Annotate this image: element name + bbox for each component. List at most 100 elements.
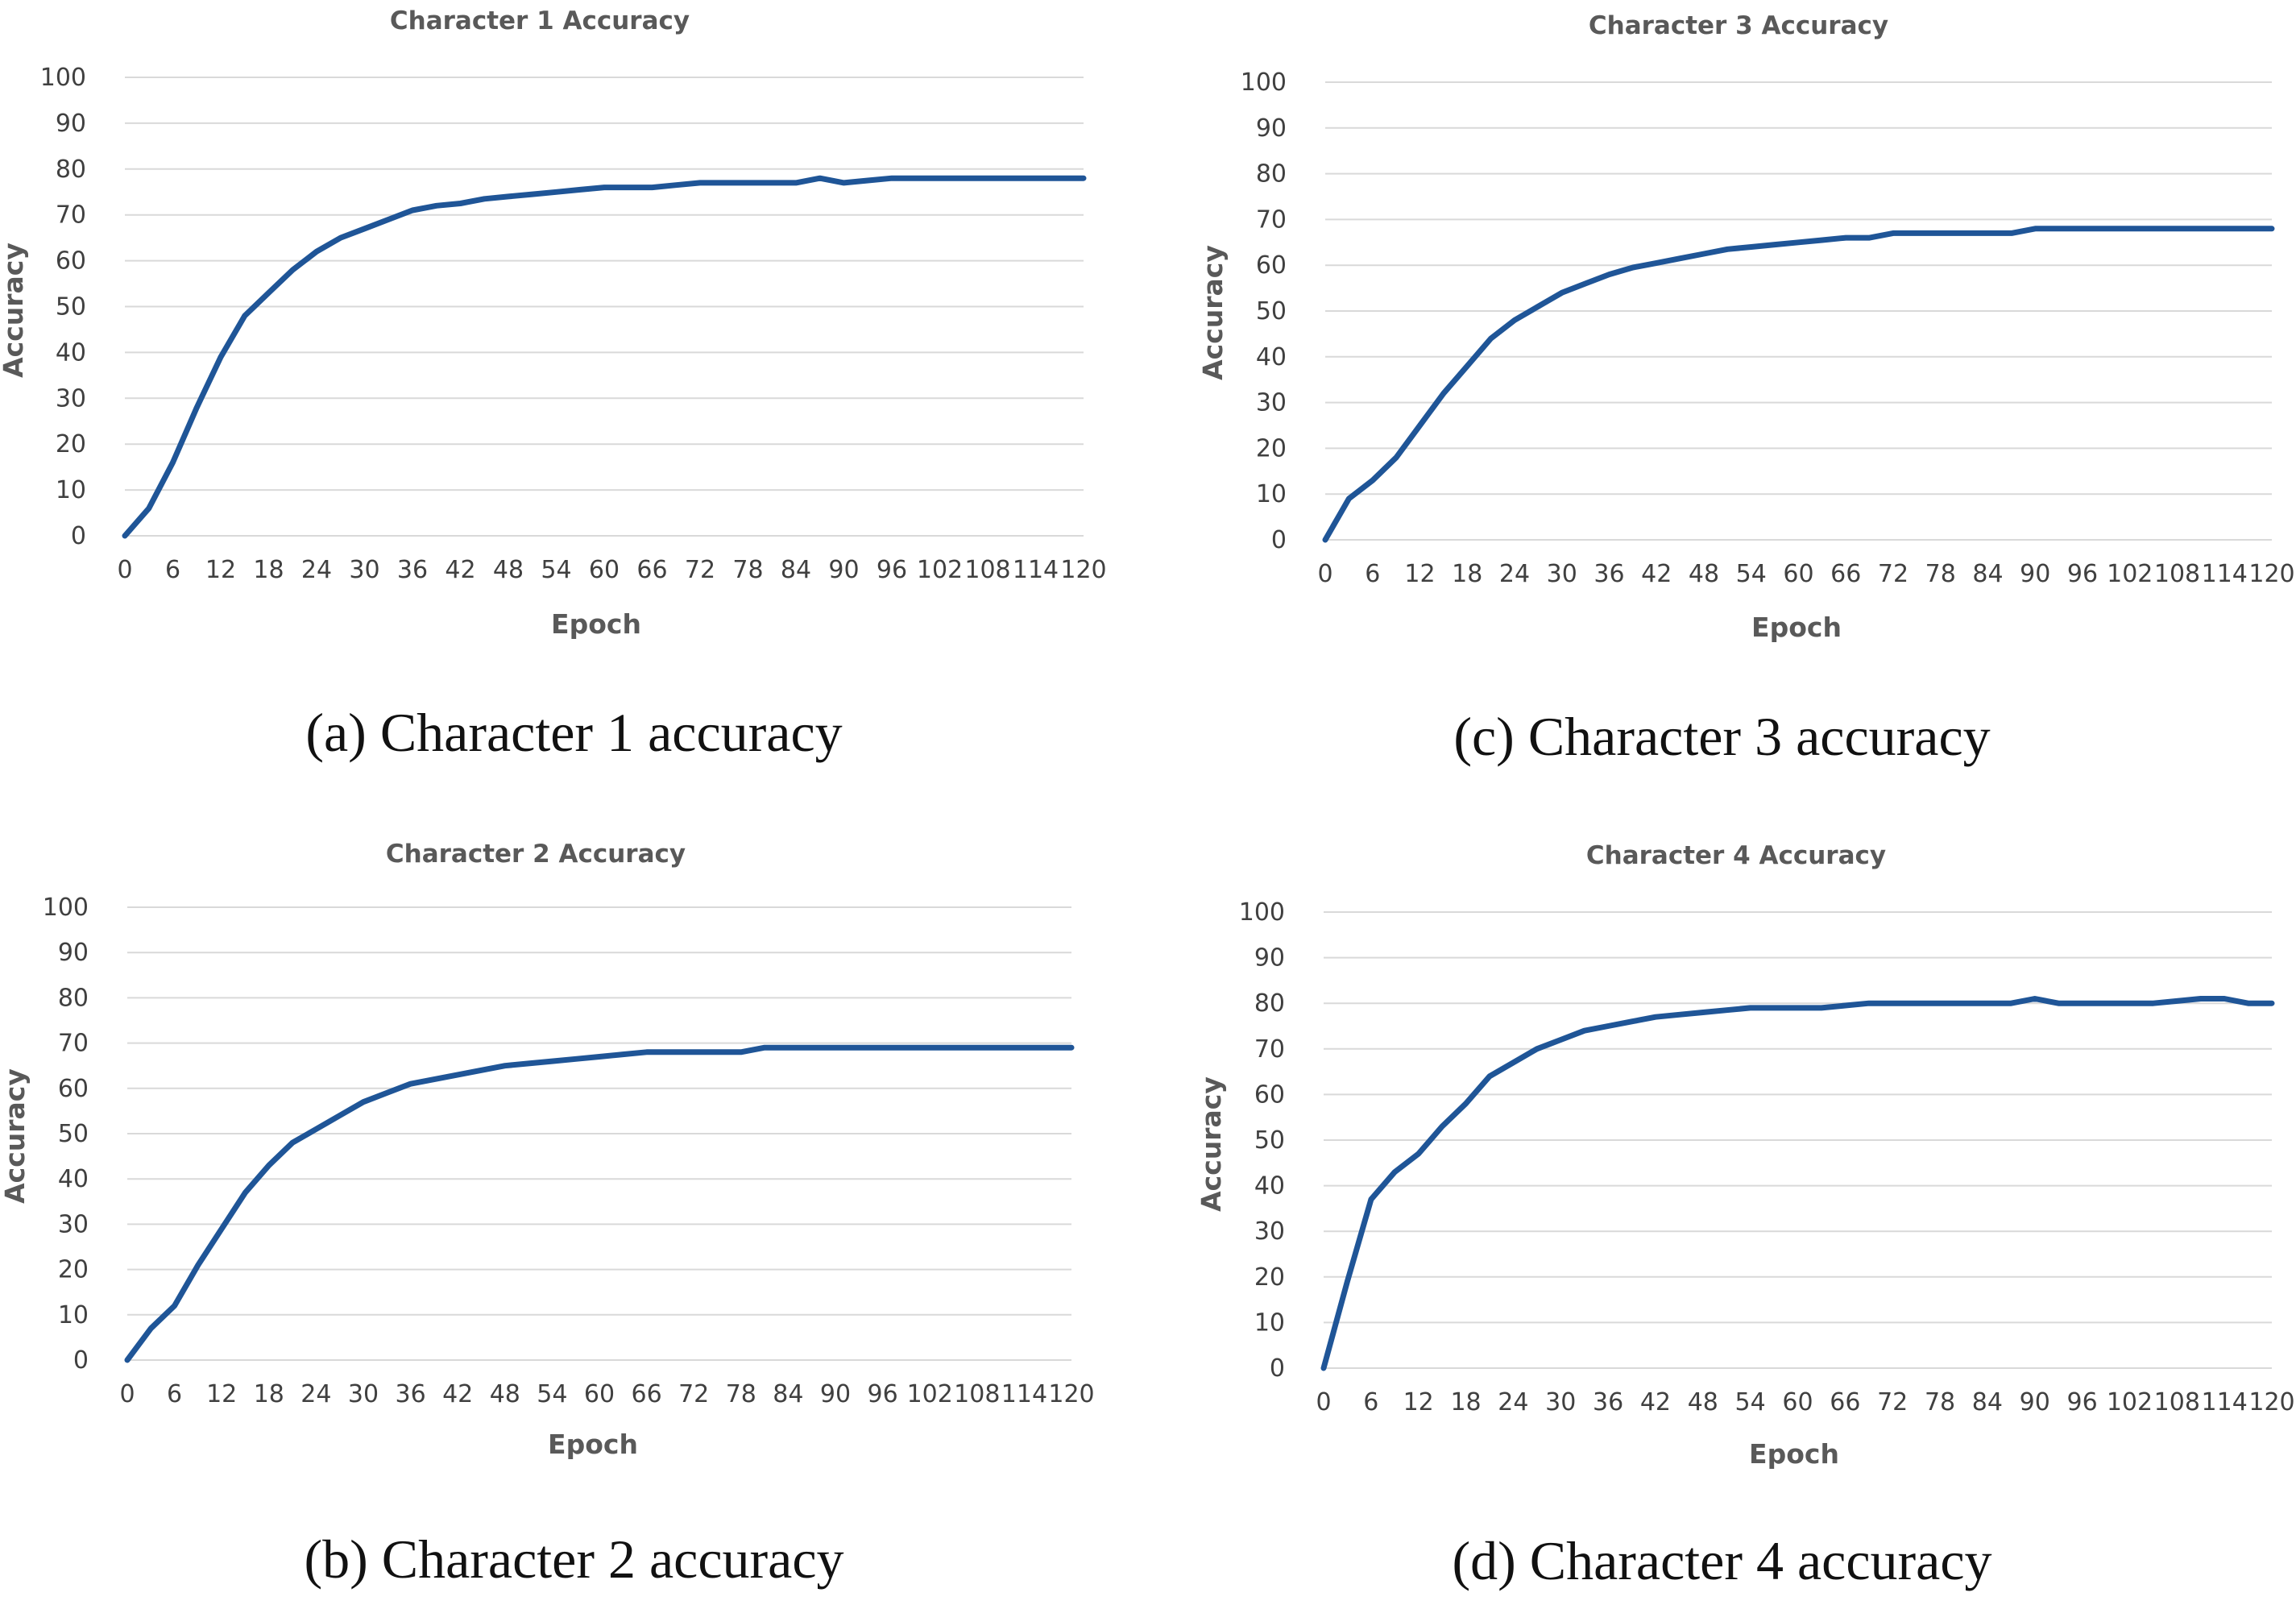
series-line-a bbox=[122, 175, 1087, 539]
x-tick-label: 54 bbox=[1736, 560, 1767, 588]
y-tick-label: 90 bbox=[58, 939, 89, 967]
x-tick-label: 0 bbox=[117, 556, 132, 584]
x-tick-label: 90 bbox=[820, 1380, 851, 1408]
y-tick-label: 20 bbox=[58, 1256, 89, 1284]
x-tick-label: 36 bbox=[1594, 560, 1624, 588]
x-tick-label: 30 bbox=[348, 1380, 379, 1408]
y-tick-label: 40 bbox=[1256, 343, 1287, 371]
y-tick-label: 10 bbox=[58, 1301, 89, 1329]
y-axis-title: Accuracy bbox=[0, 1068, 31, 1204]
y-axis-title: Accuracy bbox=[1197, 245, 1229, 380]
chart-d: Character 4 Accuracy 0102030405060708090… bbox=[1196, 841, 2295, 1470]
x-tick-label: 96 bbox=[2067, 1388, 2098, 1416]
y-axis-title: Accuracy bbox=[1196, 1076, 1227, 1212]
x-tick-label: 60 bbox=[1782, 1388, 1813, 1416]
x-tick-label: 120 bbox=[2248, 560, 2294, 588]
y-tick-label: 10 bbox=[1256, 480, 1287, 508]
series-line-c bbox=[1322, 226, 2275, 543]
x-axis-title: Epoch bbox=[1749, 1438, 1839, 1470]
x-tick-label: 102 bbox=[907, 1380, 953, 1408]
gridlines bbox=[127, 906, 1071, 1361]
x-tick-label: 114 bbox=[2202, 1388, 2248, 1416]
chart-title: Character 2 Accuracy bbox=[386, 840, 686, 869]
y-tick-label: 20 bbox=[1254, 1263, 1285, 1292]
x-tick-label: 78 bbox=[726, 1380, 756, 1408]
x-tick-label: 36 bbox=[396, 1380, 426, 1408]
y-axis-title: Accuracy bbox=[0, 243, 29, 378]
y-tick-label: 70 bbox=[58, 1030, 89, 1058]
y-tick-label: 30 bbox=[56, 384, 86, 413]
chart-title: Character 3 Accuracy bbox=[1589, 11, 1888, 40]
x-tick-label: 0 bbox=[1317, 560, 1332, 588]
x-tick-label: 78 bbox=[732, 556, 763, 584]
y-tick-label: 30 bbox=[1254, 1217, 1285, 1246]
x-tick-label: 108 bbox=[2154, 560, 2200, 588]
x-tick-label: 66 bbox=[1830, 1388, 1860, 1416]
x-tick-label: 72 bbox=[685, 556, 715, 584]
x-tick-label: 0 bbox=[119, 1380, 135, 1408]
x-tick-label: 6 bbox=[167, 1380, 182, 1408]
x-tick-label: 36 bbox=[397, 556, 428, 584]
x-tick-label: 18 bbox=[1452, 560, 1482, 588]
y-tick-label: 60 bbox=[56, 247, 86, 276]
y-tick-label: 80 bbox=[56, 156, 86, 184]
x-tick-labels: 0 6 12 18 24 30 36 42 48 54 60 66 72 78 84 90 96 102 108 11… bbox=[117, 556, 1106, 584]
x-tick-label: 30 bbox=[349, 556, 379, 584]
x-tick-label: 78 bbox=[1925, 560, 1956, 588]
y-tick-label: 10 bbox=[56, 476, 86, 504]
x-tick-label: 0 bbox=[1316, 1388, 1331, 1416]
caption-c: (c) Character 3 accuracy bbox=[1453, 706, 1991, 767]
x-tick-label: 42 bbox=[445, 556, 475, 584]
y-tick-label: 80 bbox=[58, 984, 89, 1012]
x-tick-label: 48 bbox=[1688, 1388, 1718, 1416]
gridlines bbox=[1324, 911, 2272, 1369]
x-tick-label: 48 bbox=[490, 1380, 520, 1408]
x-tick-label: 114 bbox=[1013, 556, 1059, 584]
gridlines bbox=[125, 77, 1084, 537]
x-tick-label: 18 bbox=[254, 1380, 284, 1408]
y-tick-label: 40 bbox=[56, 338, 86, 367]
x-axis-title: Epoch bbox=[1751, 612, 1842, 643]
series-line-layer bbox=[1322, 226, 2275, 543]
y-tick-labels: 0 10 20 30 40 50 60 70 80 90 100 bbox=[40, 64, 86, 550]
x-tick-label: 102 bbox=[2107, 560, 2153, 588]
y-tick-label: 100 bbox=[43, 894, 89, 922]
y-tick-label: 50 bbox=[1256, 297, 1287, 326]
x-tick-label: 114 bbox=[1001, 1380, 1047, 1408]
x-tick-label: 66 bbox=[1830, 560, 1861, 588]
caption-b: (b) Character 2 accuracy bbox=[304, 1528, 844, 1590]
y-tick-label: 70 bbox=[1256, 205, 1287, 234]
x-tick-label: 96 bbox=[2067, 560, 2098, 588]
x-tick-label: 96 bbox=[877, 556, 907, 584]
y-tick-label: 100 bbox=[1239, 898, 1285, 927]
y-tick-label: 60 bbox=[58, 1075, 89, 1103]
x-tick-label: 102 bbox=[2107, 1388, 2153, 1416]
y-tick-labels: 0 10 20 30 40 50 60 70 80 90 100 bbox=[43, 894, 89, 1375]
y-tick-label: 90 bbox=[1256, 114, 1287, 143]
x-tick-label: 78 bbox=[1925, 1388, 1955, 1416]
x-tick-label: 12 bbox=[1403, 1388, 1434, 1416]
x-tick-label: 72 bbox=[1878, 560, 1908, 588]
x-tick-labels: 0 6 12 18 24 30 36 42 48 54 60 66 72 78 84 90 96 102 108 11… bbox=[119, 1380, 1094, 1408]
chart-title: Character 1 Accuracy bbox=[390, 6, 690, 35]
chart-a: Character 1 Accuracy 0102030405060708090… bbox=[0, 6, 1107, 640]
x-tick-label: 108 bbox=[954, 1380, 1000, 1408]
x-tick-label: 6 bbox=[165, 556, 180, 584]
x-tick-label: 42 bbox=[442, 1380, 473, 1408]
y-tick-label: 100 bbox=[1241, 68, 1287, 97]
y-tick-label: 50 bbox=[58, 1120, 89, 1148]
y-tick-label: 40 bbox=[58, 1165, 89, 1193]
x-tick-label: 84 bbox=[1972, 1388, 2003, 1416]
x-tick-label: 24 bbox=[300, 1380, 331, 1408]
y-tick-label: 80 bbox=[1254, 989, 1285, 1018]
chart-c: Character 3 Accuracy 0102030405060708090… bbox=[1197, 11, 2295, 643]
chart-b: Character 2 Accuracy 0 10 20 30 40 50 60 70 80 90… bbox=[0, 840, 1095, 1460]
chart-title: Character 4 Accuracy bbox=[1586, 841, 1886, 870]
x-tick-label: 66 bbox=[636, 556, 667, 584]
x-axis-title: Epoch bbox=[548, 1429, 638, 1460]
y-tick-label: 70 bbox=[1254, 1035, 1285, 1064]
x-tick-label: 54 bbox=[1735, 1388, 1766, 1416]
x-tick-label: 108 bbox=[964, 556, 1010, 584]
y-tick-label: 0 bbox=[1271, 526, 1287, 554]
y-tick-label: 30 bbox=[58, 1210, 89, 1238]
